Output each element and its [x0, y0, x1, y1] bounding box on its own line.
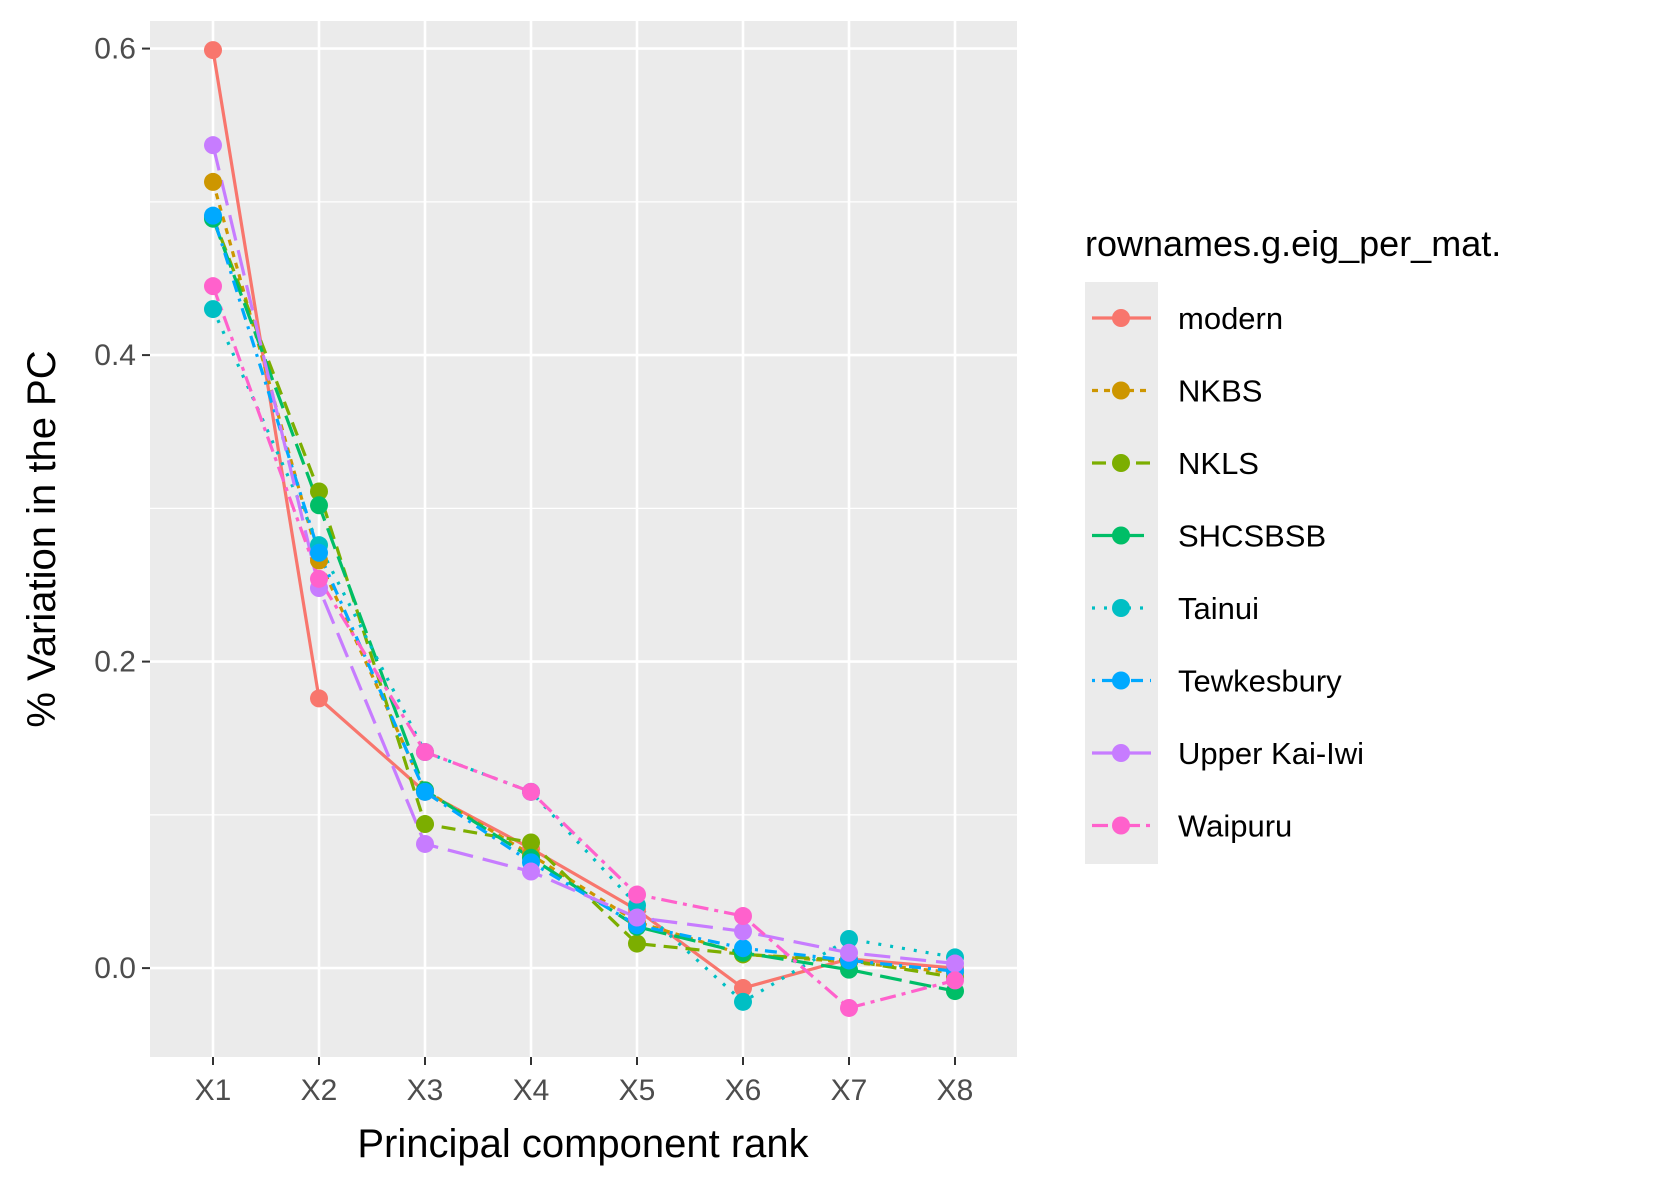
data-point-shcsbsb — [310, 496, 328, 515]
data-point-waipuru — [946, 971, 964, 990]
data-point-upper-kai-iwi — [840, 943, 858, 962]
data-point-upper-kai-iwi — [522, 862, 540, 881]
x-tick-label: X1 — [195, 1074, 232, 1107]
x-tick-label: X6 — [725, 1074, 762, 1107]
legend-title: rownames.g.eig_per_mat. — [1085, 223, 1501, 264]
legend-label: NKBS — [1178, 374, 1262, 409]
legend-key-point — [1112, 671, 1130, 690]
data-point-waipuru — [840, 998, 858, 1017]
legend-item-tewkesbury: Tewkesbury — [1092, 664, 1342, 699]
series-line-nkbs — [211, 181, 956, 975]
legend-key-point — [1112, 381, 1130, 400]
data-point-waipuru — [310, 569, 328, 588]
data-point-tainui — [204, 300, 222, 319]
data-point-nkls — [628, 934, 646, 953]
y-tick-label: 0.4 — [94, 339, 136, 372]
legend-label: NKLS — [1178, 446, 1259, 481]
y-tick-label: 0.2 — [94, 646, 136, 679]
data-point-tainui — [734, 992, 752, 1011]
data-point-tewkesbury — [310, 543, 328, 562]
grid-major — [150, 21, 1017, 1057]
data-point-upper-kai-iwi — [734, 922, 752, 941]
y-tick-label: 0.0 — [94, 952, 136, 985]
series-layer — [204, 41, 964, 1017]
data-point-upper-kai-iwi — [204, 136, 222, 155]
plot-panel — [150, 21, 1017, 1057]
legend-item-upper-kai-iwi: Upper Kai-Iwi — [1092, 736, 1364, 771]
data-point-waipuru — [734, 907, 752, 926]
data-point-upper-kai-iwi — [416, 834, 434, 853]
data-point-waipuru — [416, 743, 434, 762]
series-line-upper-kai-iwi — [211, 144, 956, 966]
data-point-tewkesbury — [416, 782, 434, 801]
x-tick-label: X3 — [407, 1074, 444, 1107]
legend-item-shcsbsb: SHCSBSB — [1092, 519, 1326, 554]
legend-item-nkls: NKLS — [1092, 446, 1259, 481]
legend-item-modern: modern — [1092, 301, 1283, 336]
x-tick-label: X7 — [831, 1074, 868, 1107]
x-tick-label: X8 — [937, 1074, 974, 1107]
y-tick-label: 0.6 — [94, 33, 136, 66]
legend: rownames.g.eig_per_mat. modern NKBS NKLS SH… — [1085, 223, 1501, 864]
legend-label: SHCSBSB — [1178, 519, 1326, 554]
data-point-nkls — [416, 815, 434, 834]
legend-label: Upper Kai-Iwi — [1178, 736, 1364, 771]
x-tick-label: X2 — [301, 1074, 338, 1107]
data-point-waipuru — [628, 885, 646, 904]
data-point-modern — [734, 979, 752, 998]
x-axis: X1 X2 X3 X4 X5 X6 X7 X8 — [195, 1057, 974, 1107]
legend-key-background — [1085, 282, 1158, 864]
legend-label: Tewkesbury — [1178, 664, 1342, 699]
x-tick-label: X4 — [513, 1074, 550, 1107]
legend-key-point — [1112, 744, 1130, 762]
legend-label: modern — [1178, 301, 1283, 336]
legend-item-tainui: Tainui — [1092, 591, 1259, 626]
data-point-upper-kai-iwi — [946, 954, 964, 973]
data-point-upper-kai-iwi — [628, 908, 646, 927]
legend-key-point — [1112, 526, 1130, 545]
data-point-waipuru — [522, 782, 540, 801]
data-point-tainui — [840, 929, 858, 948]
legend-items: modern NKBS NKLS SHCSBSB Tainui Tewkesbury Upp… — [1092, 301, 1364, 844]
data-point-modern — [310, 689, 328, 708]
legend-key-point — [1112, 599, 1130, 617]
series-line-waipuru — [211, 285, 956, 1010]
data-point-nkls — [310, 482, 328, 501]
y-axis: 0.0 0.2 0.4 0.6 — [94, 33, 150, 985]
data-point-nkbs — [204, 172, 222, 191]
legend-key-point — [1112, 816, 1130, 835]
legend-label: Tainui — [1178, 591, 1259, 626]
x-tick-label: X5 — [619, 1074, 656, 1107]
legend-key-point — [1112, 309, 1130, 327]
legend-key-point — [1112, 454, 1130, 472]
data-point-nkls — [522, 833, 540, 852]
legend-item-waipuru: Waipuru — [1092, 809, 1292, 844]
data-point-tewkesbury — [734, 939, 752, 958]
legend-label: Waipuru — [1178, 809, 1292, 844]
data-point-modern — [204, 41, 222, 60]
data-point-waipuru — [204, 277, 222, 296]
data-point-tewkesbury — [204, 206, 222, 225]
y-axis-title: % Variation in the PC — [20, 350, 64, 727]
legend-item-nkbs: NKBS — [1092, 374, 1262, 409]
series-line-tewkesbury — [211, 215, 956, 973]
series-line-modern — [211, 49, 956, 990]
x-axis-title: Principal component rank — [357, 1122, 809, 1166]
